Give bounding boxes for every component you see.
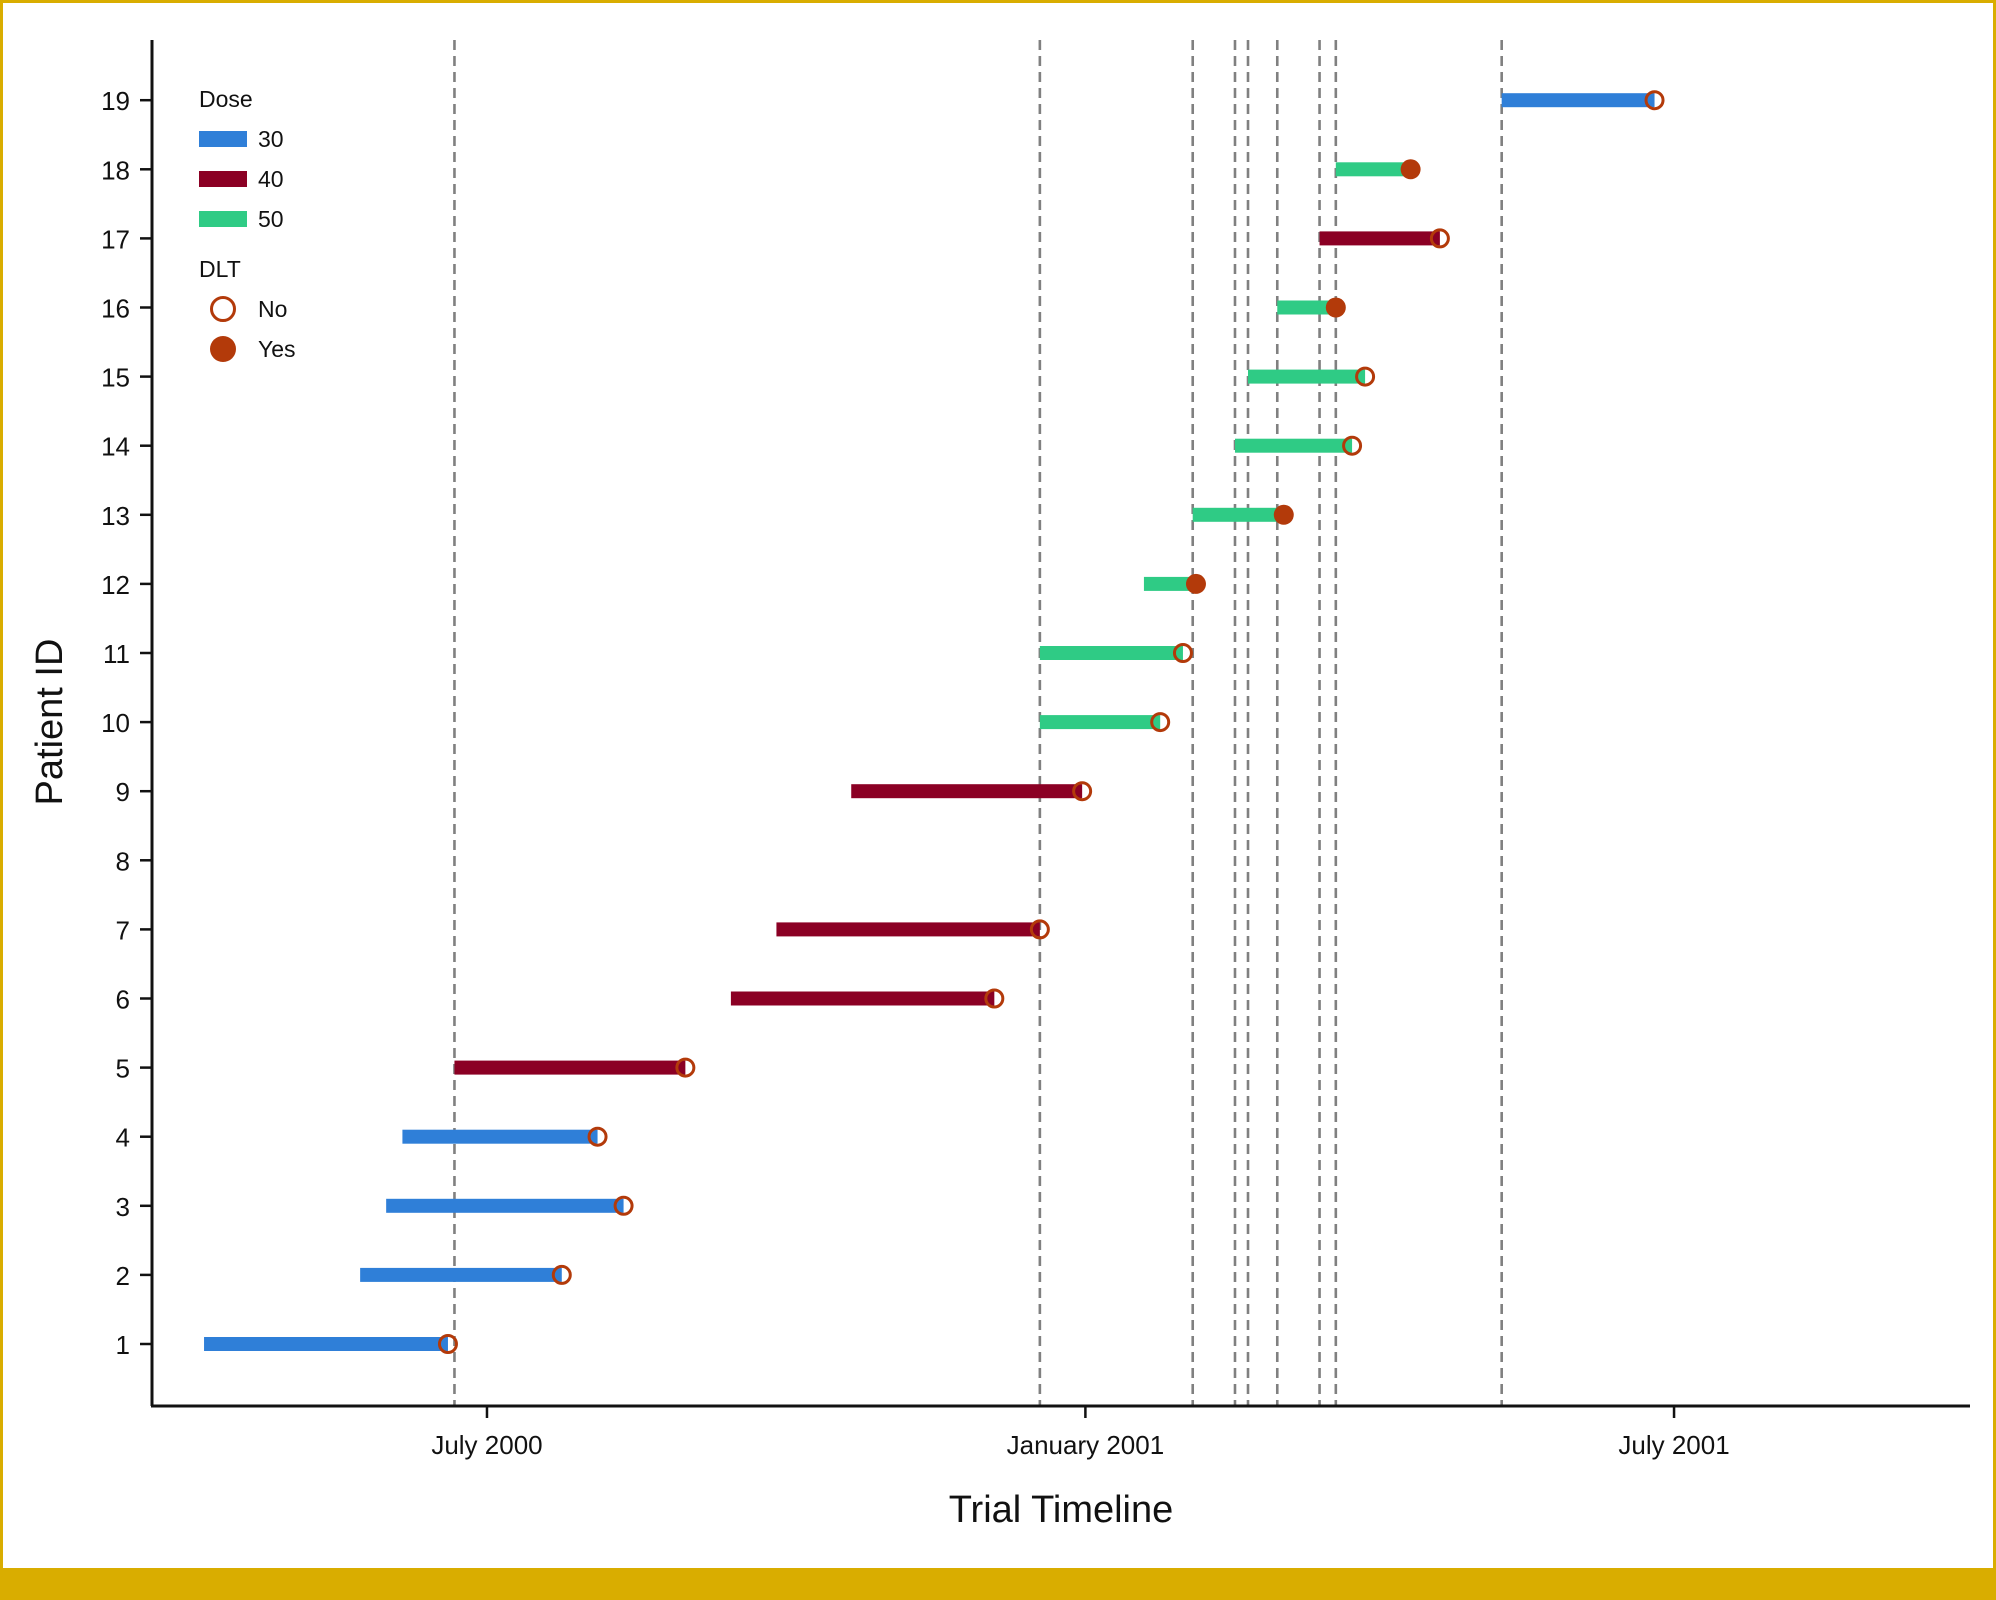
dlt-no-marker [1172, 643, 1193, 663]
y-tick-label: 16 [101, 294, 130, 324]
patient-bar [1335, 162, 1411, 177]
y-tick-label: 19 [101, 86, 130, 116]
y-tick-label: 7 [116, 915, 130, 945]
legend-dose-swatch [199, 211, 247, 227]
y-tick-label: 3 [116, 1192, 130, 1222]
patient-bar [1277, 300, 1336, 315]
legend-dose-label: 40 [258, 166, 284, 192]
dlt-no-marker [1429, 228, 1450, 249]
patient-bar [730, 991, 995, 1006]
dlt-markers [437, 90, 1665, 1354]
y-tick-label: 5 [116, 1054, 130, 1084]
patient-bar [1192, 507, 1284, 522]
dlt-no-marker [551, 1264, 572, 1285]
y-tick-label: 11 [103, 639, 130, 669]
dlt-no-marker [1029, 919, 1050, 940]
decision-date-lines [453, 40, 1503, 1406]
legend-dlt-title: DLT [199, 256, 241, 282]
x-tick-label: July 2001 [1618, 1430, 1729, 1460]
legend-dlt-label: No [258, 296, 287, 322]
dlt-no-marker [613, 1195, 634, 1216]
dlt-no-marker [984, 988, 1005, 1009]
dlt-no-marker [1072, 781, 1093, 802]
y-tick-label: 18 [101, 155, 130, 185]
x-tick-labels: July 2000 January 2001 July 2001 [431, 1406, 1730, 1460]
y-tick-label: 9 [116, 777, 130, 807]
dlt-no-marker [437, 1334, 458, 1354]
dlt-no-marker [1150, 712, 1171, 733]
legend-dose-title: Dose [199, 86, 253, 112]
dlt-yes-marker [1400, 159, 1421, 180]
y-tick-label: 1 [116, 1330, 130, 1360]
y-tick-label: 6 [116, 985, 130, 1015]
bottom-color-band [0, 1568, 1996, 1600]
y-tick-label: 10 [101, 708, 130, 738]
patient-bar [1039, 646, 1183, 660]
legend-dose-label: 50 [258, 206, 284, 232]
dlt-no-marker [1644, 90, 1665, 111]
patient-bar [386, 1198, 624, 1213]
dlt-no-marker [587, 1126, 608, 1147]
patient-bar [851, 784, 1083, 799]
patient-bar [1143, 576, 1196, 591]
patient-bar [1248, 369, 1366, 384]
y-tick-label: 4 [116, 1123, 130, 1153]
patient-bar [204, 1337, 448, 1351]
dlt-no-marker [1355, 366, 1376, 387]
y-tick-label: 13 [101, 501, 130, 531]
patient-bar [402, 1129, 598, 1144]
legend-dlt-yes-marker [210, 336, 236, 362]
legend-dlt-no-marker [210, 296, 236, 322]
y-tick-label: 14 [101, 432, 130, 462]
patient-bar [1319, 231, 1440, 246]
y-tick-label: 2 [116, 1261, 130, 1291]
y-tick-label: 12 [101, 570, 130, 600]
x-tick-label: January 2001 [1007, 1430, 1165, 1460]
patient-bar [1501, 93, 1655, 108]
legend-dose-swatch [199, 131, 247, 147]
patient-bar [454, 1060, 686, 1075]
legend: Dose DLT 30 40 50 No Yes [199, 86, 296, 362]
dlt-no-marker [675, 1057, 696, 1078]
dlt-yes-marker [1185, 573, 1206, 594]
patient-bar [776, 922, 1040, 937]
legend-dlt-label: Yes [258, 336, 296, 362]
dlt-yes-marker [1273, 504, 1294, 525]
legend-dose-swatch [199, 171, 247, 187]
y-tick-label: 15 [101, 363, 130, 393]
y-axis-title: Patient ID [29, 639, 71, 806]
patient-bar [360, 1267, 562, 1282]
dlt-no-marker [1342, 435, 1363, 456]
legend-dose-label: 30 [258, 126, 284, 152]
x-axis-title: Trial Timeline [949, 1489, 1174, 1531]
dlt-yes-marker [1325, 297, 1346, 318]
x-tick-label: July 2000 [431, 1430, 542, 1460]
y-tick-label: 8 [116, 846, 130, 876]
patient-bars [204, 93, 1655, 1351]
y-tick-label: 17 [101, 224, 130, 254]
patient-bar [1039, 715, 1161, 730]
patient-bar [1234, 438, 1353, 453]
